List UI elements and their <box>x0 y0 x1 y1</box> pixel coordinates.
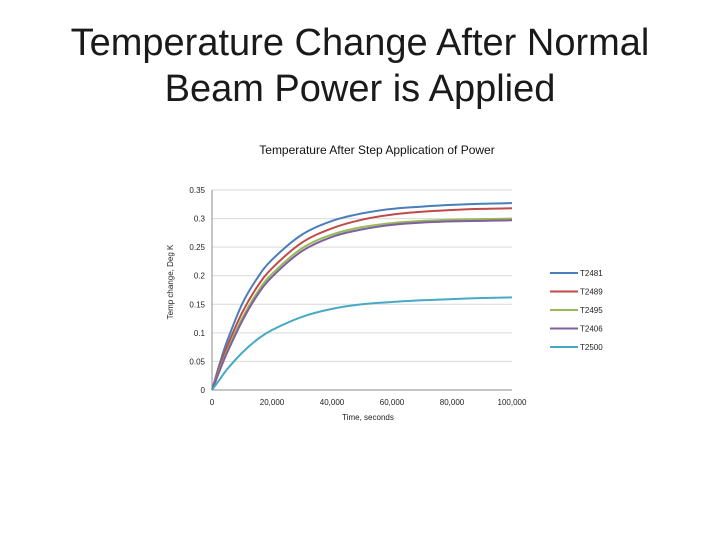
legend: T2481 T2489 T2495 T2406 T2500 <box>550 269 603 352</box>
chart-title: Temperature After Step Application of Po… <box>259 143 494 157</box>
gridlines <box>212 189 512 362</box>
legend-label: T2406 <box>580 325 603 334</box>
series-line-t2406 <box>211 219 513 391</box>
x-tick-label: 20,000 <box>260 398 285 407</box>
slide-title-line-1: Temperature Change After Normal <box>70 22 650 64</box>
x-tick-label: 0 <box>210 398 215 407</box>
series-line-t2481 <box>211 202 513 391</box>
legend-item-t2495: T2495 <box>550 306 603 315</box>
y-tick-label: 0.25 <box>189 243 205 252</box>
legend-label: T2495 <box>580 306 603 315</box>
x-tick-label: 100,000 <box>498 398 527 407</box>
y-axis-label: Temp change, Deg K <box>166 244 175 319</box>
y-tick-label: 0.15 <box>189 300 205 309</box>
legend-label: T2489 <box>580 288 603 297</box>
legend-item-t2481: T2481 <box>550 269 603 278</box>
y-tick-label: 0.2 <box>194 272 206 281</box>
y-tick-label: 0.1 <box>194 329 206 338</box>
series-line-t2500 <box>211 296 513 391</box>
tick-labels: 0 0.05 0.1 0.15 0.2 0.25 0.3 0.35 0 20,000 40,000 6… <box>189 186 527 407</box>
y-tick-label: 0 <box>201 386 206 395</box>
legend-label: T2500 <box>580 343 603 352</box>
slide-title: Temperature Change After Normal Beam Pow… <box>40 20 680 112</box>
slide-title-line-2: Beam Power is Applied <box>164 68 556 110</box>
series-lines <box>211 202 513 391</box>
x-tick-label: 80,000 <box>440 398 465 407</box>
y-tick-label: 0.35 <box>189 186 205 195</box>
legend-item-t2489: T2489 <box>550 288 603 297</box>
x-axis-label: Time, seconds <box>342 413 394 422</box>
series-line-t2489 <box>211 207 513 391</box>
y-tick-label: 0.3 <box>194 215 206 224</box>
x-tick-label: 40,000 <box>320 398 345 407</box>
axes <box>211 190 512 391</box>
legend-item-t2406: T2406 <box>550 325 603 334</box>
y-tick-label: 0.05 <box>189 357 205 366</box>
x-tick-label: 60,000 <box>380 398 405 407</box>
legend-label: T2481 <box>580 269 603 278</box>
legend-item-t2500: T2500 <box>550 343 603 352</box>
